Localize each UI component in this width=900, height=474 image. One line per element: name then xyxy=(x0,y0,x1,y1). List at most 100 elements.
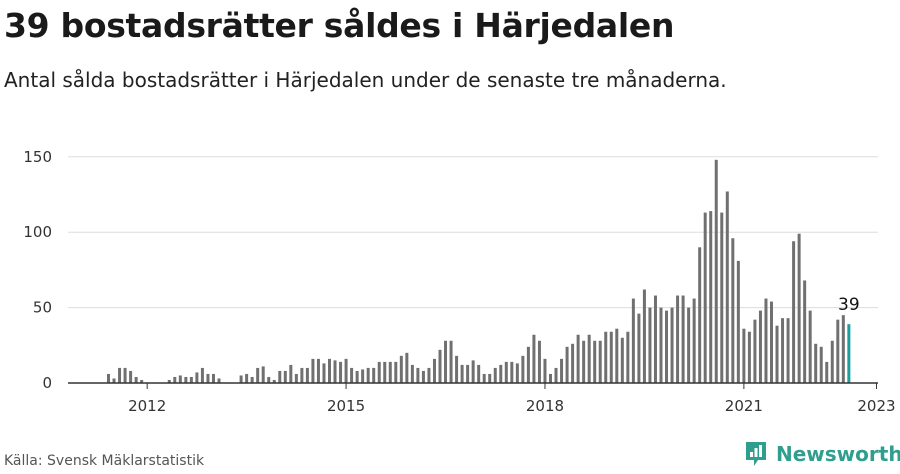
bar-2013-12 xyxy=(272,379,276,383)
bar-2022-01 xyxy=(808,310,812,383)
y-tick-label-50: 50 xyxy=(33,299,52,317)
bar-2014-09 xyxy=(322,363,326,383)
bar-2020-06 xyxy=(703,212,707,383)
bar-2018-01 xyxy=(543,358,547,383)
x-tick-label-2018: 2018 xyxy=(526,397,564,415)
bar-2020-05 xyxy=(698,247,702,383)
bar-2019-09 xyxy=(653,295,657,383)
bar-2013-07 xyxy=(245,373,249,383)
bar-2018-10 xyxy=(593,340,597,383)
bar-2011-07 xyxy=(112,378,116,383)
bar-2017-11 xyxy=(532,334,536,383)
bar-2014-08 xyxy=(316,358,320,383)
bar-2021-08 xyxy=(781,318,785,383)
bar-2021-05 xyxy=(764,298,768,383)
bar-2019-03 xyxy=(620,337,624,383)
y-tick-label-100: 100 xyxy=(23,223,52,241)
bar-2013-01 xyxy=(211,373,215,383)
bar-2014-07 xyxy=(311,358,315,383)
bar-2012-12 xyxy=(206,373,210,383)
bar-2011-10 xyxy=(129,370,133,383)
x-tick-label-2021: 2021 xyxy=(725,397,763,415)
bar-2012-11 xyxy=(200,367,204,383)
bar-2020-07 xyxy=(709,211,713,383)
bar-2022-03 xyxy=(819,346,823,383)
bar-2015-03 xyxy=(355,370,359,383)
bar-2014-06 xyxy=(305,367,309,383)
bar-2017-01 xyxy=(477,364,481,383)
bar-2022-08 xyxy=(847,324,851,383)
source-note: Källa: Svensk Mäklarstatistik xyxy=(4,453,205,469)
bar-2018-02 xyxy=(549,373,552,383)
bar-2020-01 xyxy=(676,295,680,383)
bar-2016-01 xyxy=(410,364,414,383)
chart-title: 39 bostadsrätter såldes i Härjedalen xyxy=(4,6,675,45)
grid-lines xyxy=(68,156,878,309)
bar-2015-09 xyxy=(388,361,392,383)
bar-2017-05 xyxy=(499,364,503,383)
bar-2018-11 xyxy=(598,340,602,383)
bar-2021-03 xyxy=(753,319,757,383)
bar-2012-09 xyxy=(189,376,193,383)
brand-name: Newsworthy xyxy=(776,442,900,466)
bar-2018-12 xyxy=(604,331,608,383)
bar-2019-12 xyxy=(670,307,674,383)
bar-2015-10 xyxy=(394,361,398,383)
bar-2021-01 xyxy=(742,328,746,383)
bar-2019-11 xyxy=(665,310,669,383)
bar-2021-06 xyxy=(770,301,773,383)
bar-2014-01 xyxy=(278,370,282,383)
bar-2015-12 xyxy=(405,352,409,383)
bar-2016-07 xyxy=(444,340,448,383)
bar-2015-07 xyxy=(377,361,381,383)
bar-2014-10 xyxy=(328,358,331,383)
bar-2014-03 xyxy=(289,364,293,383)
bar-2022-02 xyxy=(814,343,818,383)
bar-2019-04 xyxy=(626,331,630,383)
bar-2015-06 xyxy=(372,367,376,383)
bar-2021-04 xyxy=(758,310,762,383)
brand-logo[interactable]: Newsworthy xyxy=(744,440,900,468)
x-tick-label-2023: 2023 xyxy=(857,397,895,415)
bar-2017-09 xyxy=(521,355,525,383)
x-axis: 2012 2015 2018 2021 2023 xyxy=(68,382,896,415)
bar-2011-11 xyxy=(134,376,138,383)
bar-2012-06 xyxy=(173,376,177,383)
bar-2017-04 xyxy=(493,367,497,383)
bar-2016-12 xyxy=(471,360,475,383)
bar-2017-08 xyxy=(515,363,519,383)
bar-2019-02 xyxy=(615,328,619,383)
bar-2016-09 xyxy=(455,355,459,383)
bar-2017-06 xyxy=(504,361,508,383)
bar-2017-12 xyxy=(537,340,541,383)
y-tick-label-150: 150 xyxy=(23,148,52,166)
bar-2018-04 xyxy=(560,358,564,383)
bar-2017-10 xyxy=(526,346,530,383)
value-labels: 39 xyxy=(838,295,860,315)
bar-2020-04 xyxy=(692,298,696,383)
bar-2018-05 xyxy=(565,346,569,383)
bar-2012-05 xyxy=(167,379,171,383)
bar-2019-05 xyxy=(631,298,635,383)
bar-2020-09 xyxy=(720,212,724,383)
y-axis-tick-labels: 0 50 100 150 xyxy=(23,148,52,392)
bar-2016-08 xyxy=(449,340,453,383)
bar-2021-10 xyxy=(792,241,796,383)
bar-2011-09 xyxy=(123,367,127,383)
last-value-label: 39 xyxy=(838,295,860,315)
bar-2015-05 xyxy=(366,367,370,383)
bar-2014-02 xyxy=(283,370,287,383)
bar-2013-09 xyxy=(256,367,260,383)
chart-subtitle: Antal sålda bostadsrätter i Härjedalen u… xyxy=(4,68,727,92)
y-tick-label-0: 0 xyxy=(42,374,52,392)
bar-2013-02 xyxy=(217,378,221,383)
bar-2022-05 xyxy=(830,340,834,383)
bar-2014-11 xyxy=(333,360,337,383)
bar-2016-03 xyxy=(421,370,425,383)
bar-2014-12 xyxy=(339,361,343,383)
bar-2020-11 xyxy=(731,238,735,383)
bar-2013-11 xyxy=(267,376,271,383)
bar-2018-06 xyxy=(571,343,575,383)
bar-2019-01 xyxy=(609,331,613,383)
bar-2019-08 xyxy=(648,307,652,383)
